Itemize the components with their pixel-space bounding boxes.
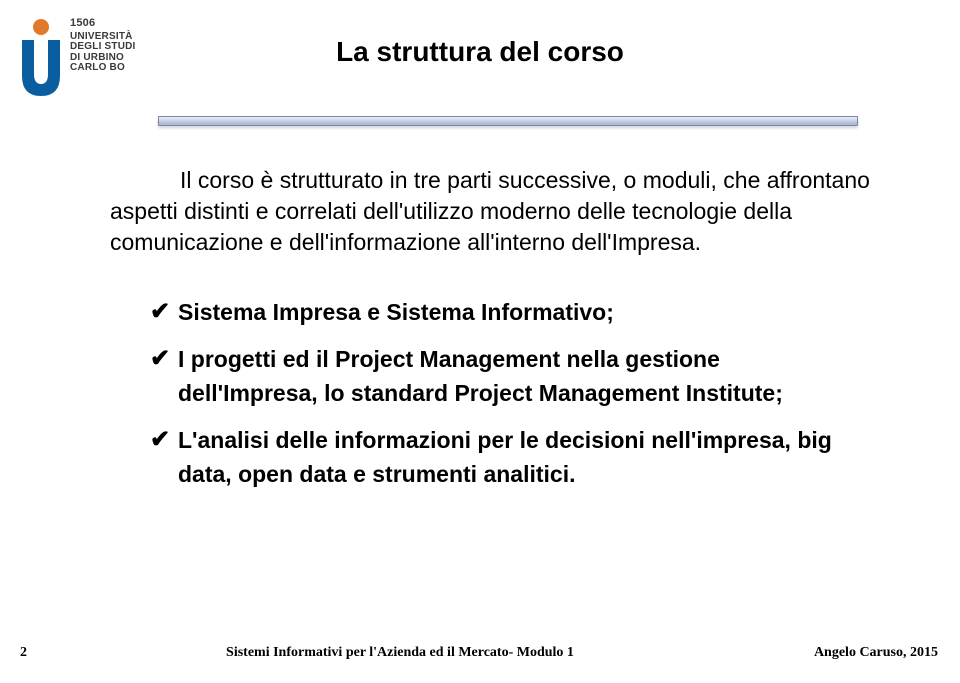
page-number: 2 bbox=[0, 645, 60, 661]
check-icon: ✔ bbox=[150, 343, 178, 375]
check-icon: ✔ bbox=[150, 424, 178, 456]
list-item: ✔ L'analisi delle informazioni per le de… bbox=[150, 424, 850, 491]
intro-paragraph: Il corso è strutturato in tre parti succ… bbox=[110, 165, 870, 258]
logo-year: 1506 bbox=[70, 18, 136, 30]
footer-author: Angelo Caruso, 2015 bbox=[740, 645, 960, 661]
bullet-text: L'analisi delle informazioni per le deci… bbox=[178, 424, 850, 491]
slide-content: Il corso è strutturato in tre parti succ… bbox=[110, 165, 870, 505]
bullet-text: I progetti ed il Project Management nell… bbox=[178, 343, 850, 410]
list-item: ✔ I progetti ed il Project Management ne… bbox=[150, 343, 850, 410]
title-divider-bar bbox=[158, 116, 858, 126]
bullet-text: Sistema Impresa e Sistema Informativo; bbox=[178, 296, 850, 329]
slide-footer: 2 Sistemi Informativi per l'Azienda ed i… bbox=[0, 645, 960, 661]
page-title: La struttura del corso bbox=[0, 36, 960, 68]
footer-center-text: Sistemi Informativi per l'Azienda ed il … bbox=[60, 645, 740, 661]
check-icon: ✔ bbox=[150, 296, 178, 328]
list-item: ✔ Sistema Impresa e Sistema Informativo; bbox=[150, 296, 850, 329]
bullet-list: ✔ Sistema Impresa e Sistema Informativo;… bbox=[150, 296, 850, 491]
